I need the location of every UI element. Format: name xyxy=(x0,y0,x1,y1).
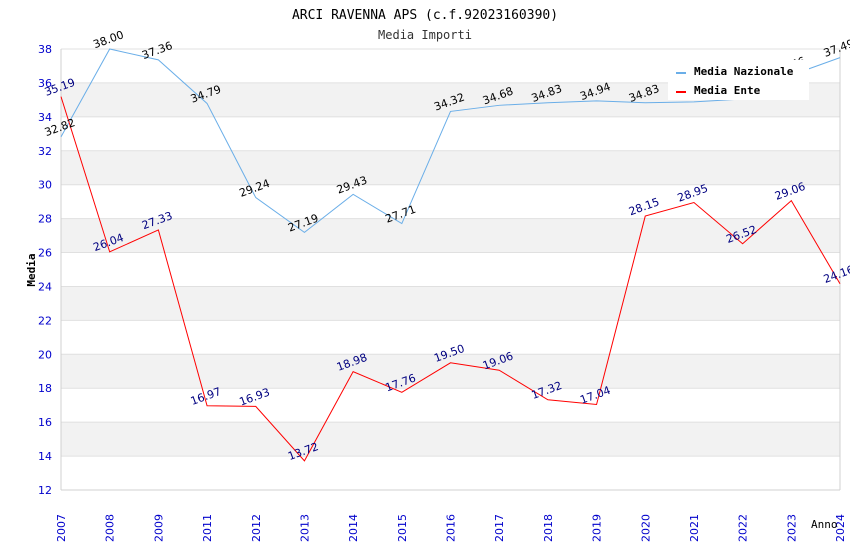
x-axis-label: Anno xyxy=(811,518,838,531)
y-tick-label: 18 xyxy=(38,382,52,395)
grid-band xyxy=(61,150,840,185)
x-tick-label: 2015 xyxy=(396,514,409,542)
x-tick-label: 2009 xyxy=(152,514,165,542)
x-tick-label: 2019 xyxy=(591,514,604,542)
grid-band xyxy=(61,388,840,423)
y-tick-label: 14 xyxy=(38,450,52,463)
y-tick-label: 12 xyxy=(38,484,52,497)
x-tick-label: 2017 xyxy=(493,514,506,542)
y-tick-label: 20 xyxy=(38,348,52,361)
grid-band xyxy=(61,184,840,219)
x-tick-label: 2012 xyxy=(250,514,263,542)
x-tick-labels: 2007 2008 2009 2011 2012 2013 2014 2015 2016 2017… xyxy=(55,514,847,542)
x-tick-label: 2023 xyxy=(785,514,798,542)
x-tick-label: 2008 xyxy=(104,514,117,542)
chart-subtitle: Media Importi xyxy=(378,28,472,42)
x-tick-label: 2024 xyxy=(834,514,847,542)
y-tick-label: 28 xyxy=(38,213,52,226)
x-tick-label: 2020 xyxy=(639,514,652,542)
legend-label-nazionale: Media Nazionale xyxy=(694,65,794,78)
x-tick-label: 2011 xyxy=(201,514,214,542)
x-tick-label: 2007 xyxy=(55,514,68,542)
y-tick-label: 16 xyxy=(38,416,52,429)
grid-band xyxy=(61,116,840,151)
y-tick-label: 32 xyxy=(38,145,52,158)
x-tick-label: 2022 xyxy=(737,514,750,542)
data-label: 38.00 xyxy=(91,28,125,51)
grid-band xyxy=(61,354,840,389)
x-tick-label: 2016 xyxy=(445,514,458,542)
grid-band xyxy=(61,422,840,457)
x-tick-label: 2013 xyxy=(298,514,311,542)
grid-band xyxy=(61,218,840,253)
series-line-media-ente xyxy=(60,96,841,462)
y-axis-label: Media xyxy=(25,253,38,286)
series-lines xyxy=(60,48,841,462)
x-tick-label: 2018 xyxy=(542,514,555,542)
chart-title: ARCI RAVENNA APS (c.f.92023160390) xyxy=(292,8,558,23)
x-tick-label: 2021 xyxy=(688,514,701,542)
y-tick-label: 36 xyxy=(38,77,52,90)
series-line-media-nazionale xyxy=(60,48,841,233)
legend-label-ente: Media Ente xyxy=(694,84,761,97)
grid-band xyxy=(61,286,840,321)
grid-band xyxy=(61,252,840,287)
legend: Media Nazionale Media Ente xyxy=(668,60,809,100)
grid-lines xyxy=(60,48,841,491)
y-tick-label: 34 xyxy=(38,111,52,124)
y-tick-labels: 12 14 16 18 20 22 24 26 28 30 32 34 36 38 xyxy=(38,43,52,497)
grid-band xyxy=(61,456,840,490)
y-tick-label: 24 xyxy=(38,280,52,293)
y-tick-label: 26 xyxy=(38,247,52,260)
y-tick-label: 38 xyxy=(38,43,52,56)
x-tick-label: 2014 xyxy=(347,514,360,542)
grid-bands xyxy=(61,49,840,490)
y-tick-label: 30 xyxy=(38,179,52,192)
y-tick-label: 22 xyxy=(38,314,52,327)
legend-box xyxy=(668,60,809,100)
